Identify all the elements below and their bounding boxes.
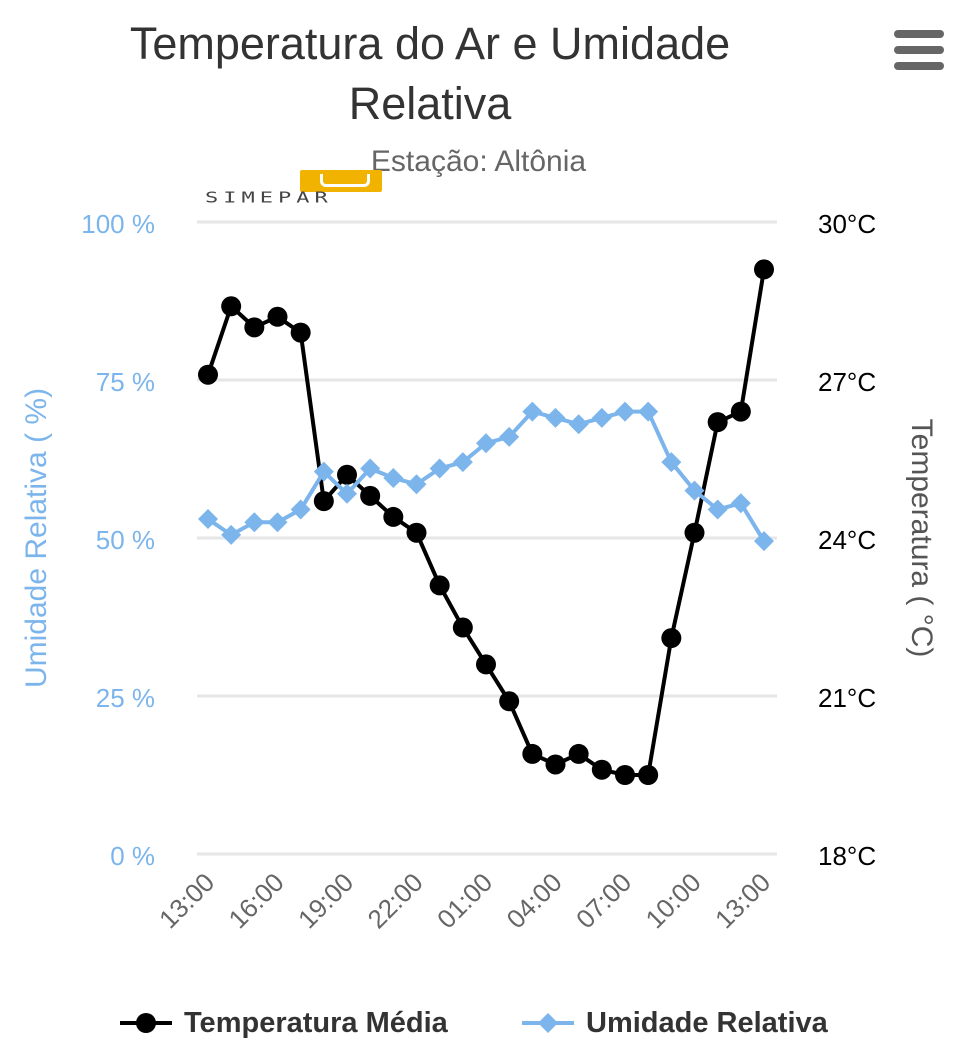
data-point-umidade (221, 524, 242, 545)
data-point-temperatura (707, 412, 728, 433)
legend-label-umidade: Umidade Relativa (586, 1006, 828, 1039)
chart-title: Temperatura do Ar e Umidade Relativa (129, 18, 731, 129)
data-point-umidade (730, 493, 751, 514)
data-point-temperatura (452, 617, 473, 638)
x-tick-label: 19:00 (292, 867, 359, 934)
data-point-temperatura (244, 317, 265, 338)
y-right-tick-label: 27°C (818, 367, 876, 397)
data-point-umidade (290, 499, 311, 520)
data-point-umidade (522, 401, 543, 422)
data-point-umidade (754, 531, 774, 552)
data-point-umidade (661, 452, 682, 473)
data-point-temperatura (290, 322, 311, 343)
data-point-temperatura (429, 575, 450, 596)
data-point-umidade (452, 452, 473, 473)
data-point-umidade (198, 509, 218, 530)
data-point-temperatura (360, 485, 381, 506)
data-point-temperatura (406, 522, 427, 543)
data-point-umidade (638, 401, 659, 422)
data-point-temperatura (615, 765, 635, 785)
y-right-tick-label: 21°C (818, 683, 876, 713)
data-point-temperatura (522, 743, 543, 764)
data-point-temperatura (267, 306, 288, 327)
data-point-temperatura (568, 743, 589, 764)
data-point-umidade (568, 414, 589, 435)
x-tick-label: 22:00 (362, 867, 429, 934)
data-point-umidade (684, 480, 705, 501)
data-point-temperatura (221, 296, 242, 317)
y-right-tick-label: 18°C (818, 841, 876, 871)
x-tick-label: 04:00 (501, 867, 568, 934)
data-point-umidade (360, 458, 381, 479)
y-left-tick-label: 100 % (81, 209, 155, 239)
data-point-umidade (244, 512, 265, 533)
y-left-axis-title: Umidade Relativa ( %) (20, 388, 53, 688)
chart-subtitle: Estação: Altônia (370, 145, 587, 178)
data-point-umidade (429, 458, 450, 479)
data-point-temperatura (638, 765, 659, 785)
data-point-umidade (337, 483, 357, 504)
data-point-temperatura (383, 506, 404, 527)
legend-symbol-umidade (522, 1013, 574, 1033)
legend-symbol-temperatura (120, 1013, 172, 1033)
data-point-temperatura (661, 628, 682, 649)
data-point-temperatura (476, 654, 496, 675)
data-point-umidade (591, 407, 612, 428)
data-point-umidade (406, 474, 427, 495)
x-tick-label: 13:00 (153, 867, 220, 934)
simepar-logo: SIMEPAR (205, 170, 383, 220)
legend-item-umidade[interactable]: Umidade Relativa (520, 1000, 828, 1046)
data-point-temperatura (730, 401, 751, 422)
data-point-umidade (267, 512, 288, 533)
data-point-temperatura (591, 759, 612, 780)
x-tick-label: 10:00 (640, 867, 707, 934)
legend-item-temperatura[interactable]: Temperatura Média (118, 1000, 448, 1046)
data-point-temperatura (337, 464, 357, 485)
data-point-umidade (383, 467, 404, 488)
hamburger-menu-icon[interactable] (894, 30, 944, 74)
logo-text: SIMEPAR (205, 189, 333, 207)
y-left-tick-label: 75 % (96, 367, 155, 397)
data-point-temperatura (545, 754, 566, 775)
data-point-temperatura (499, 691, 520, 712)
data-point-temperatura (313, 491, 334, 512)
data-point-temperatura (754, 259, 774, 280)
x-tick-label: 16:00 (223, 867, 290, 934)
data-point-umidade (499, 426, 520, 447)
series-line-umidade (206, 409, 766, 543)
data-point-temperatura (198, 364, 218, 385)
y-right-tick-label: 30°C (818, 209, 876, 239)
legend-label-temperatura: Temperatura Média (184, 1006, 448, 1039)
chart-plot: 0 % 18°C 25 % 21°C 50 % 24°C 75 % 27°C 100 % 30°C… (20, 209, 938, 934)
data-point-umidade (707, 499, 728, 520)
y-left-tick-label: 25 % (96, 683, 155, 713)
data-point-temperatura (684, 522, 705, 543)
x-tick-label: 13:00 (709, 867, 776, 934)
y-right-tick-label: 24°C (818, 525, 876, 555)
x-tick-label: 07:00 (570, 867, 637, 934)
data-point-umidade (545, 407, 566, 428)
data-point-umidade (476, 433, 496, 454)
y-left-tick-label: 0 % (110, 841, 155, 871)
y-right-axis-title: Temperatura ( °C) (905, 419, 938, 658)
data-point-umidade (615, 401, 635, 422)
data-point-umidade (313, 461, 334, 482)
logo-mark-icon (300, 170, 382, 192)
y-left-tick-label: 50 % (96, 525, 155, 555)
series-line-temperatura (206, 269, 766, 777)
x-tick-label: 01:00 (431, 867, 498, 934)
